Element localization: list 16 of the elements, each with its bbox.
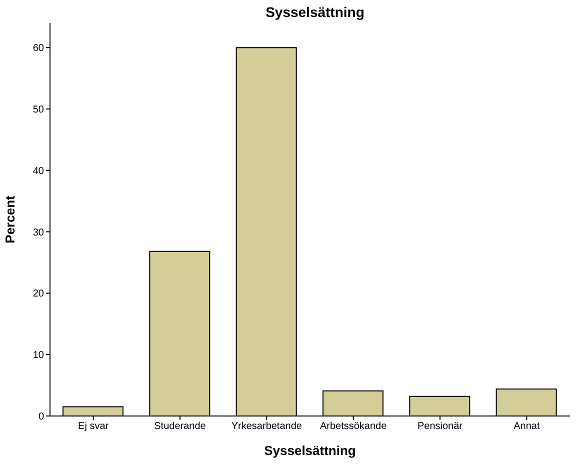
y-axis-title: Percent [2, 194, 18, 244]
x-tick-label: Annat [514, 421, 540, 432]
y-tick-label: 10 [32, 350, 44, 362]
y-tick-label: 50 [32, 104, 44, 116]
x-tick-label: Arbetssökande [320, 421, 388, 432]
x-axis-title: Sysselsättning [264, 443, 356, 458]
x-tick-label: Ej svar [78, 421, 110, 432]
y-tick-label: 40 [32, 166, 44, 177]
x-tick-label: Studerande [154, 421, 206, 432]
x-tick-label: Pensionär [417, 421, 464, 432]
y-tick-label: 30 [32, 227, 44, 238]
y-tick-label: 60 [32, 43, 44, 54]
chart-title: Sysselsättning [264, 4, 366, 20]
y-tick-label: 0 [38, 412, 44, 423]
x-tick-label: Yrkesarbetande [231, 421, 302, 432]
y-tick-label: 20 [32, 288, 44, 300]
